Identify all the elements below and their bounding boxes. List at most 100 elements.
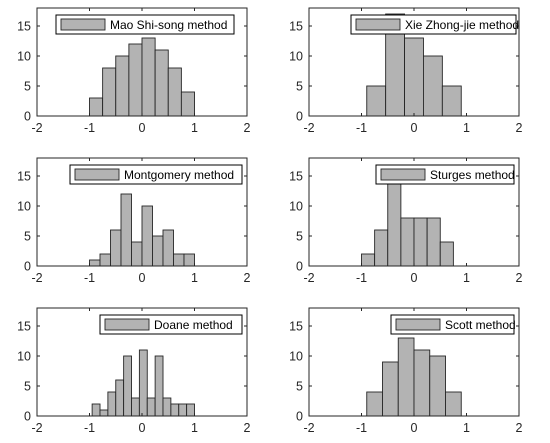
histogram-bar: [366, 391, 383, 417]
x-tick-label: 0: [139, 421, 146, 435]
x-tick-label: -1: [356, 121, 367, 135]
x-tick-label: 0: [411, 271, 418, 285]
histogram-bar: [107, 391, 117, 417]
histogram-bar: [382, 361, 399, 417]
y-tick-label: 0: [296, 260, 303, 274]
histogram-bar: [400, 217, 415, 267]
histogram-bar: [99, 253, 111, 267]
x-tick-label: -2: [31, 121, 42, 135]
x-tick-label: -1: [356, 271, 367, 285]
histogram-bar: [154, 49, 169, 117]
x-tick-label: 1: [191, 271, 198, 285]
histogram-bar: [162, 229, 174, 267]
histogram-bar: [366, 85, 387, 117]
y-tick-label: 5: [296, 230, 303, 244]
histogram-panel-2: -2 -1 0 1 2 0 5 10 15 Xie Zhong-jie method: [289, 7, 523, 135]
histogram-bar: [445, 391, 462, 417]
histogram-bar: [123, 355, 132, 417]
histogram-bar: [128, 43, 143, 117]
legend-swatch: [74, 168, 120, 181]
legend: Xie Zhong-jie method: [350, 14, 519, 35]
histogram-panel-3: -2 -1 0 1 2 0 5 10 15 Montgomery method: [17, 157, 251, 285]
histogram-panel-6: -2 -1 0 1 2 0 5 10 15 Scott method: [289, 307, 523, 435]
legend: Scott method: [390, 314, 516, 335]
legend-swatch: [395, 318, 441, 331]
x-tick-label: 0: [139, 121, 146, 135]
y-tick-label: 10: [289, 50, 303, 64]
histogram-bar: [146, 397, 156, 417]
legend-swatch: [355, 18, 401, 31]
histogram-bar: [102, 67, 117, 117]
legend-label: Montgomery method: [124, 168, 234, 182]
legend: Doane method: [99, 314, 243, 335]
x-tick-label: -1: [84, 421, 95, 435]
histogram-bar: [441, 85, 462, 117]
y-tick-label: 0: [296, 110, 303, 124]
histogram-bar: [186, 403, 195, 417]
x-tick-label: 2: [244, 421, 251, 435]
histogram-bar: [110, 229, 122, 267]
y-tick-label: 0: [24, 110, 31, 124]
x-tick-label: 2: [516, 421, 523, 435]
histogram-bar: [180, 91, 195, 117]
x-tick-label: 1: [463, 121, 470, 135]
x-tick-label: 0: [411, 421, 418, 435]
x-tick-label: 2: [244, 121, 251, 135]
histogram-bar: [170, 403, 180, 417]
x-tick-label: -2: [303, 121, 314, 135]
legend-label: Doane method: [154, 318, 233, 332]
y-tick-label: 5: [24, 230, 31, 244]
histogram-bar: [162, 397, 172, 417]
legend-swatch: [104, 318, 150, 331]
histogram-panel-4: -2 -1 0 1 2 0 5 10 15 Sturges method: [289, 157, 523, 285]
histogram-bar: [115, 55, 130, 117]
x-tick-label: 2: [516, 271, 523, 285]
y-tick-label: 0: [296, 410, 303, 424]
y-tick-label: 5: [296, 80, 303, 94]
x-tick-label: 1: [463, 271, 470, 285]
y-tick-label: 10: [17, 200, 31, 214]
histogram-bar: [413, 217, 428, 267]
histogram-bar: [99, 409, 109, 417]
x-tick-label: -1: [84, 271, 95, 285]
legend-label: Xie Zhong-jie method: [405, 18, 519, 32]
y-tick-label: 15: [289, 320, 303, 334]
y-tick-label: 15: [289, 20, 303, 34]
histogram-panel-5: -2 -1 0 1 2 0 5 10 15 Doane method: [17, 307, 251, 435]
histogram-bar: [138, 349, 148, 417]
histogram-panel-1: -2 -1 0 1 2 0 5 10 15 Mao Shi-song method: [17, 7, 251, 135]
histogram-bar: [89, 259, 101, 267]
histogram-bar: [361, 253, 376, 267]
x-tick-label: -1: [84, 121, 95, 135]
histogram-bar: [141, 205, 153, 267]
x-tick-label: 1: [463, 421, 470, 435]
histogram-bar: [429, 355, 446, 417]
histogram-bar: [374, 229, 389, 267]
histogram-bar: [173, 253, 185, 267]
histogram-bar: [423, 55, 443, 117]
y-tick-label: 10: [289, 200, 303, 214]
histogram-bar: [397, 337, 415, 417]
legend: Montgomery method: [69, 164, 243, 185]
y-tick-label: 15: [17, 20, 31, 34]
x-tick-label: 2: [244, 271, 251, 285]
legend: Sturges method: [375, 164, 515, 185]
y-tick-label: 15: [17, 170, 31, 184]
x-tick-label: -1: [356, 421, 367, 435]
histogram-bar: [131, 241, 143, 267]
histogram-bar: [141, 37, 156, 117]
x-tick-label: 1: [191, 121, 198, 135]
histogram-bar: [89, 97, 104, 117]
histogram-bar: [178, 403, 188, 417]
y-tick-label: 5: [296, 380, 303, 394]
y-tick-label: 10: [17, 50, 31, 64]
legend-swatch: [380, 168, 426, 181]
x-tick-label: -2: [303, 271, 314, 285]
histogram-bar: [404, 37, 424, 117]
histogram-bar: [120, 193, 132, 267]
y-tick-label: 15: [17, 320, 31, 334]
legend-label: Scott method: [445, 318, 516, 332]
x-tick-label: 2: [516, 121, 523, 135]
histogram-bar: [167, 67, 182, 117]
